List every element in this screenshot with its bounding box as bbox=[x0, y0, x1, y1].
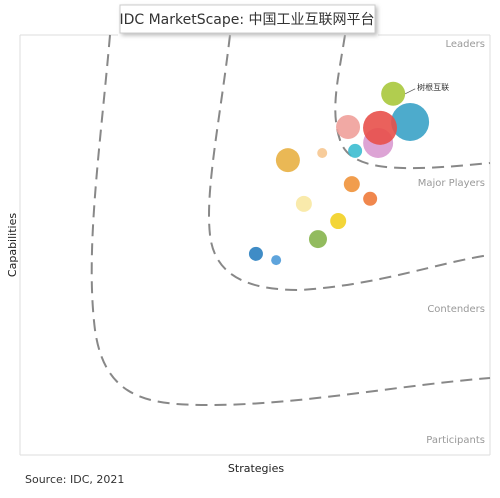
bubble bbox=[336, 114, 361, 139]
bubble bbox=[317, 148, 328, 159]
region-label: Contenders bbox=[427, 304, 485, 315]
bubble bbox=[275, 148, 300, 173]
bubble bbox=[308, 230, 327, 249]
frame bbox=[19, 34, 491, 456]
region-label: Leaders bbox=[446, 39, 486, 50]
source-note: Source: IDC, 2021 bbox=[25, 473, 124, 486]
y-axis-label: Capabilities bbox=[6, 213, 19, 277]
label-leader bbox=[405, 88, 416, 95]
bubble bbox=[391, 102, 430, 141]
bubble bbox=[271, 255, 282, 266]
region-label: Major Players bbox=[418, 178, 485, 189]
bubble bbox=[381, 81, 406, 106]
title-box bbox=[119, 4, 376, 34]
bubble bbox=[295, 195, 312, 212]
region-label: Participants bbox=[426, 435, 485, 446]
bubble bbox=[248, 246, 263, 261]
bubble bbox=[363, 110, 398, 145]
region-boundaries bbox=[90, 34, 491, 407]
bubble-label: 树根互联 bbox=[417, 82, 449, 92]
bubble bbox=[348, 143, 363, 158]
chart-title: IDC MarketScape: 中国工业互联网平台 bbox=[119, 12, 374, 28]
bubble bbox=[343, 176, 360, 193]
bubble bbox=[363, 191, 378, 206]
bubble bbox=[330, 213, 347, 230]
x-axis-label: Strategies bbox=[228, 462, 284, 475]
